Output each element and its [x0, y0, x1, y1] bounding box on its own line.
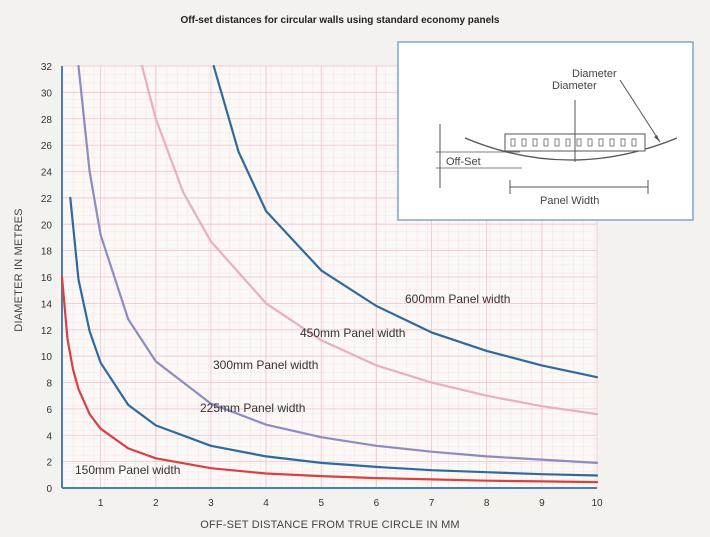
series-label-225: 225mm Panel width	[200, 401, 305, 415]
y-tick-label: 28	[41, 115, 53, 126]
series-label-300: 300mm Panel width	[213, 358, 318, 372]
y-tick-label: 4	[46, 431, 52, 442]
inset-offset-label: Off-Set	[446, 156, 481, 168]
y-tick-label: 22	[41, 194, 53, 205]
series-line-2	[77, 64, 599, 464]
diameter-arrow-icon	[654, 135, 660, 142]
series-label-600: 600mm Panel width	[405, 292, 510, 306]
x-tick-label: 6	[374, 498, 380, 509]
x-axis-label: OFF-SET DISTANCE FROM TRUE CIRCLE IN MM	[200, 519, 460, 531]
x-tick-label: 9	[539, 498, 545, 509]
inset-panel-width-label: Panel Width	[540, 195, 599, 207]
chart-title: Off-set distances for circular walls usi…	[181, 15, 500, 26]
diameter-leader	[619, 79, 661, 143]
x-tick-label: 10	[591, 498, 603, 509]
panel-slots	[510, 138, 637, 147]
y-tick-label: 6	[46, 405, 52, 416]
y-tick-label: 26	[41, 141, 53, 152]
y-tick-label: 8	[46, 379, 52, 390]
x-tick-label: 2	[153, 498, 159, 509]
y-tick-label: 14	[41, 299, 53, 310]
x-tick-label: 8	[484, 498, 490, 509]
inset-diagram: Diameter Diameter Off-Set Panel Width	[397, 41, 694, 221]
y-tick-label: 24	[41, 168, 53, 179]
y-tick-label: 30	[41, 88, 53, 99]
series-line-4	[212, 64, 599, 379]
y-tick-label: 12	[41, 326, 53, 337]
series-line-0	[60, 275, 599, 484]
x-tick-labels: 1 2 3 4 5 6 7 8 9 10	[98, 498, 603, 509]
series-line-3	[140, 64, 599, 416]
series-label-150: 150mm Panel width	[75, 463, 180, 477]
x-tick-label: 4	[263, 498, 269, 509]
wall-arc	[464, 137, 678, 161]
y-tick-label: 16	[41, 273, 53, 284]
x-tick-label: 5	[318, 498, 324, 509]
y-tick-label: 32	[41, 62, 53, 73]
x-tick-label: 1	[98, 498, 104, 509]
y-tick-label: 10	[41, 352, 53, 363]
inset-diameter-top-label: Diameter	[552, 80, 597, 92]
y-tick-label: 20	[41, 220, 53, 231]
series-label-450: 450mm Panel width	[300, 326, 405, 340]
x-tick-label: 3	[208, 498, 214, 509]
series-line-1	[69, 196, 599, 477]
y-tick-label: 2	[46, 458, 52, 469]
y-tick-label: 18	[41, 247, 53, 258]
y-axis-label: DIAMETER IN METRES	[13, 208, 25, 331]
x-tick-label: 7	[429, 498, 435, 509]
series-lines	[60, 64, 599, 484]
inset-diameter-leader-label: Diameter	[572, 68, 617, 80]
y-tick-label: 0	[46, 484, 52, 495]
inset-frame	[397, 41, 694, 221]
